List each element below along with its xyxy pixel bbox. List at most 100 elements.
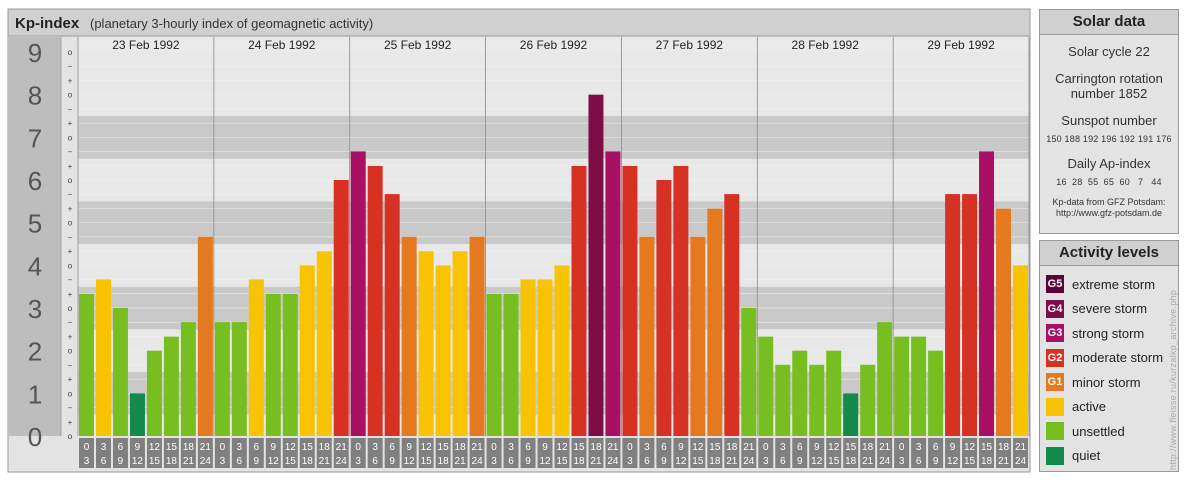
interval-end-label: 24 [879, 456, 891, 467]
solar-data-panel: Solar data Solar cycle 22 Carrington rot… [1039, 9, 1179, 234]
interval-end-label: 24 [743, 456, 755, 467]
interval-start-label: 12 [964, 442, 976, 453]
day-label: 29 Feb 1992 [927, 38, 995, 52]
interval-start-label: 15 [166, 442, 178, 453]
kp-bar [129, 393, 145, 436]
interval-start-label: 12 [149, 442, 161, 453]
interval-cell [282, 438, 298, 468]
kp-bar [401, 236, 417, 436]
interval-start-label: 9 [542, 442, 548, 453]
kp-bar [79, 293, 94, 436]
interval-start-label: 3 [101, 442, 107, 453]
interval-end-label: 21 [726, 456, 738, 467]
y-minor-label: − [68, 148, 73, 157]
interval-start-label: 15 [573, 442, 585, 453]
activity-levels-panel: Activity levels G5 extreme storm G4 severe … [1039, 240, 1179, 472]
y-tick-label: 8 [28, 81, 42, 111]
interval-end-label: 15 [556, 456, 568, 467]
interval-cell [384, 438, 400, 468]
activity-level-swatch [1046, 446, 1064, 465]
interval-start-label: 15 [438, 442, 450, 453]
solar-data-title: Solar data [1040, 10, 1178, 35]
kp-bar [945, 194, 961, 436]
kp-bar [860, 364, 876, 436]
interval-cell [316, 438, 332, 468]
day-label: 27 Feb 1992 [656, 38, 724, 52]
interval-end-label: 15 [828, 456, 840, 467]
interval-cell [877, 438, 893, 468]
interval-end-label: 12 [675, 456, 687, 467]
activity-level-item: G3 strong storm [1046, 324, 1144, 342]
interval-cell [1013, 438, 1028, 468]
activity-level-label: moderate storm [1072, 350, 1164, 365]
activity-level-item: quiet [1046, 446, 1100, 465]
interval-end-label: 24 [336, 456, 348, 467]
interval-start-label: 18 [726, 442, 738, 453]
interval-cell [146, 438, 162, 468]
kp-bar [707, 208, 723, 436]
interval-start-label: 9 [271, 442, 277, 453]
interval-start-label: 6 [254, 442, 260, 453]
kp-bar [826, 350, 842, 436]
interval-end-label: 21 [455, 456, 467, 467]
interval-start-label: 12 [692, 442, 704, 453]
interval-start-label: 6 [118, 442, 124, 453]
interval-start-label: 0 [627, 442, 633, 453]
interval-start-label: 6 [933, 442, 939, 453]
y-tick-label: 1 [28, 379, 42, 409]
y-minor-label: − [68, 190, 73, 199]
day-label: 28 Feb 1992 [792, 38, 860, 52]
interval-cell [792, 438, 808, 468]
interval-start-label: 21 [743, 442, 755, 453]
interval-start-label: 6 [797, 442, 803, 453]
interval-cell [945, 438, 961, 468]
interval-cell [520, 438, 536, 468]
interval-end-label: 6 [916, 456, 922, 467]
day-label: 23 Feb 1992 [112, 38, 180, 52]
chart-subtitle: (planetary 3-hourly index of geomagnetic… [90, 16, 373, 31]
kp-bar [809, 364, 825, 436]
interval-cell [452, 438, 468, 468]
interval-end-label: 9 [254, 456, 260, 467]
kp-bar [333, 180, 349, 436]
interval-start-label: 6 [661, 442, 667, 453]
chart-title: Kp-index [15, 15, 80, 32]
interval-start-label: 3 [916, 442, 922, 453]
y-minor-label: − [68, 361, 73, 370]
activity-level-label: severe storm [1072, 301, 1148, 316]
interval-end-label: 21 [998, 456, 1010, 467]
kp-bar [979, 151, 995, 436]
source-line-2: http://www.gfz-potsdam.de [1055, 208, 1163, 218]
sunspot-values: 150 188 192 196 192 191 176 [1046, 134, 1172, 144]
kp-bar [741, 308, 757, 436]
interval-start-label: 18 [183, 442, 195, 453]
y-minor-label: − [68, 276, 73, 285]
interval-end-label: 12 [947, 456, 959, 467]
y-minor-label: − [68, 62, 73, 71]
kp-bar [758, 336, 774, 436]
interval-cell [707, 438, 723, 468]
interval-cell [826, 438, 842, 468]
interval-end-label: 15 [285, 456, 297, 467]
kp-bar [724, 194, 740, 436]
interval-cell [979, 438, 995, 468]
interval-cell [197, 438, 213, 468]
interval-start-label: 18 [319, 442, 331, 453]
interval-cell [231, 438, 247, 468]
interval-start-label: 0 [491, 442, 497, 453]
interval-start-label: 3 [237, 442, 243, 453]
interval-end-label: 18 [302, 456, 314, 467]
interval-end-label: 6 [372, 456, 378, 467]
interval-start-label: 0 [220, 442, 226, 453]
kp-bar [1013, 265, 1028, 436]
interval-cell [928, 438, 944, 468]
interval-start-label: 9 [950, 442, 956, 453]
kp-bar [197, 236, 213, 436]
interval-end-label: 3 [899, 456, 905, 467]
interval-start-label: 3 [508, 442, 514, 453]
interval-end-label: 21 [862, 456, 874, 467]
interval-start-label: 0 [355, 442, 361, 453]
interval-start-label: 3 [780, 442, 786, 453]
day-label: 24 Feb 1992 [248, 38, 316, 52]
ap-label: Daily Ap-index [1067, 156, 1151, 171]
